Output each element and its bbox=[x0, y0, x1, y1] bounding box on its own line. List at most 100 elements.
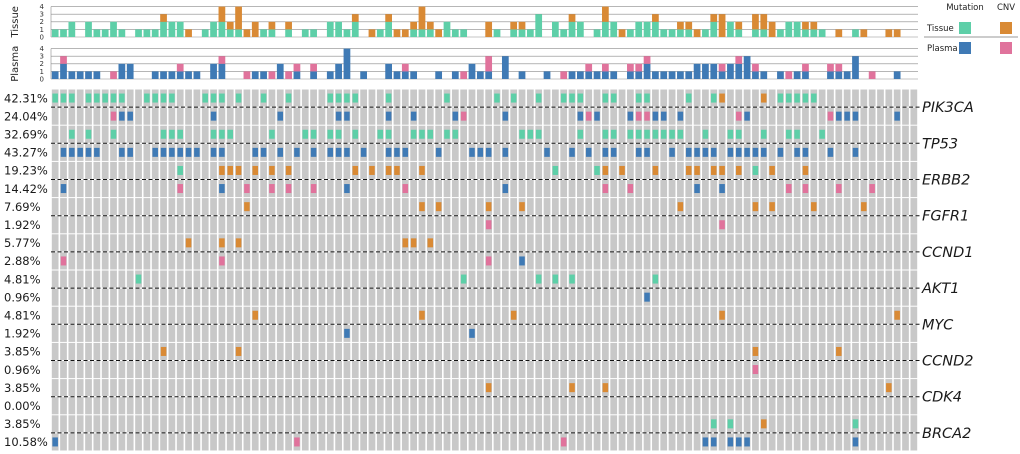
cell-akt1-plasma-39 bbox=[376, 288, 384, 306]
cell-brca2-plasma-77 bbox=[693, 433, 701, 451]
cell-erbb2-plasma-14 bbox=[168, 180, 176, 198]
cell-cdk4-plasma-97 bbox=[860, 397, 868, 415]
cell-ccnd2-tissue-80 bbox=[718, 342, 726, 360]
mark-pik3ca-plasma-mutation-95 bbox=[844, 111, 850, 121]
cell-erbb2-tissue-81 bbox=[727, 161, 734, 179]
cell-ccnd1-tissue-94 bbox=[835, 234, 843, 252]
cell-ccnd2-tissue-19 bbox=[210, 342, 217, 360]
cell-brca2-tissue-16 bbox=[185, 415, 192, 433]
cell-pik3ca-tissue-26 bbox=[268, 89, 276, 107]
cell-myc-plasma-72 bbox=[652, 324, 659, 342]
cell-fgfr1-tissue-67 bbox=[610, 198, 618, 216]
mark-ccnd1-plasma-cnv-1 bbox=[60, 256, 67, 266]
mark-erbb2-tissue-mutation-65 bbox=[594, 165, 600, 175]
cell-cdk4-tissue-48 bbox=[451, 379, 459, 397]
cell-ccnd1-tissue-75 bbox=[677, 234, 684, 252]
cell-fgfr1-tissue-83 bbox=[743, 198, 751, 216]
cell-erbb2-tissue-50 bbox=[468, 161, 476, 179]
tissue-bar-mutation-4 bbox=[85, 21, 92, 37]
mark-tp53-tissue-mutation-40 bbox=[385, 129, 392, 139]
cell-fgfr1-tissue-11 bbox=[143, 198, 151, 216]
cell-fgfr1-plasma-48 bbox=[451, 216, 459, 234]
plasma-bar-mutation-0 bbox=[51, 71, 59, 79]
mark-ccnd1-tissue-cnv-42 bbox=[402, 238, 409, 248]
cell-brca2-tissue-66 bbox=[602, 415, 609, 433]
cell-pik3ca-plasma-89 bbox=[793, 107, 801, 125]
tissue-axis-label: Tissue bbox=[10, 6, 21, 39]
tissue-bar-mutation-78 bbox=[702, 29, 709, 37]
cell-brca2-plasma-54 bbox=[501, 433, 509, 451]
cell-myc-plasma-103 bbox=[910, 324, 918, 342]
mark-tp53-plasma-mutation-66 bbox=[602, 147, 609, 157]
tissue-bar-mutation-40 bbox=[385, 21, 392, 37]
mark-pik3ca-tissue-mutation-25 bbox=[260, 93, 267, 103]
cell-fgfr1-plasma-44 bbox=[418, 216, 426, 234]
cell-ccnd1-plasma-24 bbox=[251, 252, 259, 270]
cell-cdk4-plasma-5 bbox=[93, 397, 101, 415]
cell-pik3ca-tissue-78 bbox=[702, 89, 709, 107]
cell-cdk4-plasma-82 bbox=[735, 397, 743, 415]
cell-tp53-tissue-93 bbox=[827, 125, 834, 143]
cell-erbb2-plasma-24 bbox=[251, 180, 259, 198]
cell-fgfr1-tissue-22 bbox=[235, 198, 242, 216]
cell-ccnd2-tissue-102 bbox=[902, 342, 909, 360]
cell-akt1-plasma-46 bbox=[435, 288, 443, 306]
cell-myc-plasma-58 bbox=[535, 324, 543, 342]
cell-ccnd1-plasma-93 bbox=[827, 252, 834, 270]
tissue-bar-mutation-1 bbox=[60, 29, 67, 37]
cell-myc-tissue-25 bbox=[260, 306, 267, 324]
cell-cdk4-tissue-29 bbox=[293, 379, 301, 397]
plasma-bar-mutation-84 bbox=[752, 71, 759, 79]
mark-pik3ca-tissue-mutation-61 bbox=[560, 93, 567, 103]
cell-brca2-tissue-97 bbox=[860, 415, 868, 433]
mark-tp53-plasma-mutation-34 bbox=[335, 147, 342, 157]
cell-fgfr1-plasma-29 bbox=[293, 216, 301, 234]
plasma-bar-mutation-48 bbox=[451, 71, 459, 79]
plasma-bar-mutation-95 bbox=[843, 71, 851, 79]
gene-label-pik3ca: PIK3CA bbox=[922, 100, 974, 116]
cell-ccnd2-tissue-21 bbox=[226, 342, 234, 360]
cell-erbb2-plasma-6 bbox=[101, 180, 109, 198]
cell-cdk4-tissue-75 bbox=[677, 379, 684, 397]
cell-akt1-plasma-33 bbox=[326, 288, 334, 306]
cell-akt1-tissue-79 bbox=[710, 270, 718, 288]
cell-brca2-tissue-35 bbox=[343, 415, 351, 433]
cell-ccnd2-plasma-102 bbox=[902, 361, 909, 379]
cell-myc-plasma-38 bbox=[368, 324, 376, 342]
gene-label-ccnd2: CCND2 bbox=[922, 354, 974, 370]
gene-label-tp53: TP53 bbox=[922, 136, 958, 152]
cell-myc-tissue-93 bbox=[827, 306, 834, 324]
mark-pik3ca-tissue-mutation-91 bbox=[811, 93, 817, 103]
plasma-pct-ccnd1: 2.88% bbox=[4, 254, 41, 268]
cell-ccnd2-plasma-32 bbox=[318, 361, 326, 379]
cell-cdk4-tissue-18 bbox=[201, 379, 209, 397]
cell-pik3ca-tissue-75 bbox=[677, 89, 684, 107]
tissue-bar-mutation-22 bbox=[235, 29, 242, 37]
cell-ccnd1-plasma-103 bbox=[910, 252, 918, 270]
cell-ccnd2-tissue-58 bbox=[535, 342, 543, 360]
cell-tp53-plasma-44 bbox=[418, 143, 426, 161]
cell-tp53-tissue-38 bbox=[368, 125, 376, 143]
cell-tp53-tissue-61 bbox=[560, 125, 568, 143]
cell-fgfr1-plasma-17 bbox=[193, 216, 201, 234]
cell-fgfr1-plasma-53 bbox=[493, 216, 501, 234]
tissue-bar-mutation-89 bbox=[793, 21, 801, 37]
cell-brca2-plasma-68 bbox=[618, 433, 626, 451]
tissue-bar-mutation-6 bbox=[101, 29, 109, 37]
cell-cdk4-plasma-92 bbox=[818, 397, 826, 415]
cell-myc-plasma-90 bbox=[802, 324, 809, 342]
cell-ccnd2-plasma-51 bbox=[476, 361, 484, 379]
cell-myc-tissue-21 bbox=[226, 306, 234, 324]
mark-myc-tissue-cnv-55 bbox=[510, 310, 517, 320]
cell-akt1-tissue-45 bbox=[426, 270, 434, 288]
cell-erbb2-plasma-83 bbox=[743, 180, 751, 198]
cell-pik3ca-plasma-20 bbox=[218, 107, 226, 125]
tissue-bar-cnv-28 bbox=[285, 21, 292, 30]
cell-akt1-tissue-75 bbox=[677, 270, 684, 288]
cell-ccnd2-tissue-41 bbox=[393, 342, 401, 360]
mark-tp53-plasma-mutation-42 bbox=[402, 147, 409, 157]
cell-tp53-tissue-87 bbox=[777, 125, 784, 143]
cell-ccnd1-tissue-60 bbox=[551, 234, 559, 252]
cell-ccnd2-tissue-23 bbox=[243, 342, 251, 360]
cell-myc-plasma-42 bbox=[401, 324, 409, 342]
